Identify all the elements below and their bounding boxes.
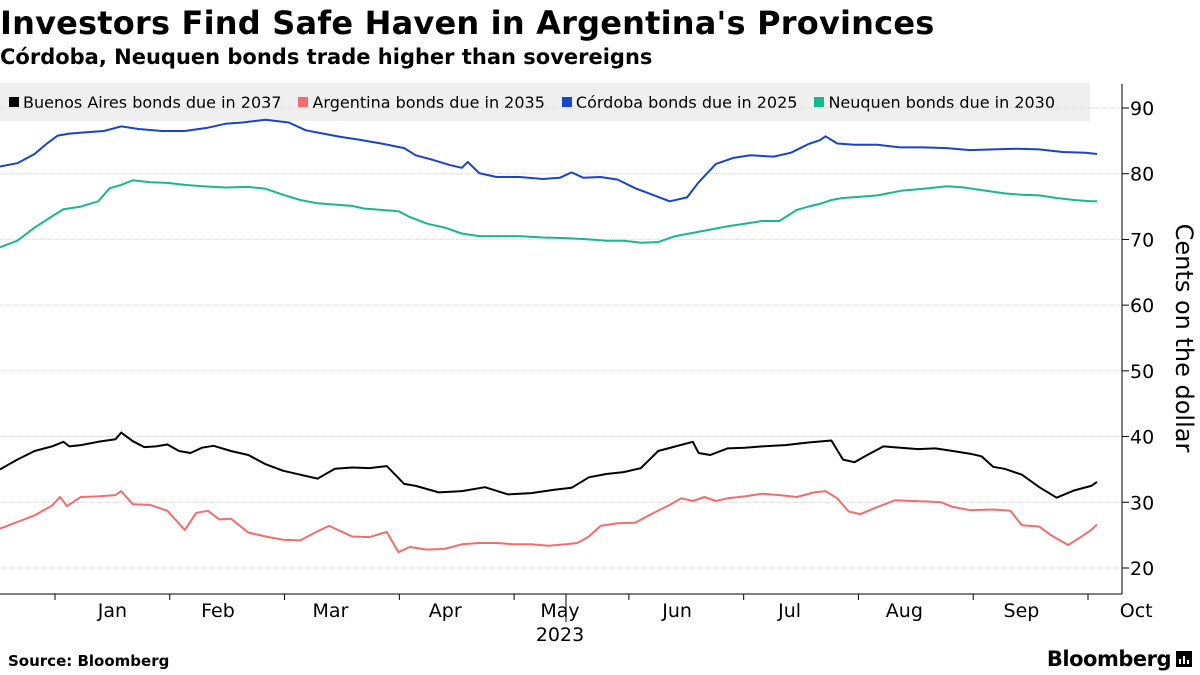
y-tick-label: 50 — [1130, 361, 1154, 383]
series-line — [0, 431, 1098, 499]
legend-swatch — [9, 97, 19, 107]
y-tick-label: 40 — [1130, 427, 1154, 449]
bloomberg-logo: Bloomberg — [1047, 647, 1192, 671]
x-tick-label: Mar — [313, 600, 349, 622]
y-tick-label: 30 — [1130, 492, 1154, 514]
legend-label: Argentina bonds due in 2035 — [312, 92, 545, 112]
legend-item: Neuquen bonds due in 2030 — [814, 93, 1055, 112]
y-axis-title: Cents on the dollar — [1170, 224, 1198, 453]
series-lines — [0, 118, 1098, 554]
x-tick-label: Aug — [886, 600, 923, 622]
x-tick-label: Feb — [201, 600, 235, 622]
x-tick-label: Jun — [661, 600, 692, 622]
y-tick-label: 20 — [1130, 558, 1154, 580]
y-tick-label: 90 — [1130, 98, 1154, 120]
series-line — [0, 118, 1098, 203]
chart-title: Investors Find Safe Haven in Argentina's… — [0, 4, 935, 42]
legend-swatch — [561, 97, 572, 107]
source-note: Source: Bloomberg — [8, 652, 170, 670]
legend-item: Argentina bonds due in 2035 — [298, 92, 545, 112]
chart-subtitle: Córdoba, Neuquen bonds trade higher than… — [0, 45, 653, 69]
legend-label: Córdoba bonds due in 2025 — [575, 92, 798, 112]
brand-name: Bloomberg — [1046, 647, 1172, 671]
x-tick-label: May — [540, 600, 579, 622]
x-year-label: 2023 — [536, 624, 584, 646]
legend-swatch — [298, 97, 309, 107]
legend-label: Buenos Aires bonds due in 2037 — [23, 92, 282, 112]
y-tick-label: 60 — [1130, 295, 1154, 317]
x-tick-label: Jan — [97, 600, 127, 622]
legend-swatch — [814, 97, 825, 107]
y-tick-label: 80 — [1130, 164, 1154, 186]
grid-lines — [0, 107, 1120, 569]
legend-item: Córdoba bonds due in 2025 — [561, 92, 798, 112]
series-line — [0, 179, 1097, 249]
chart-legend: Buenos Aires bonds due in 2037 Argentina … — [0, 83, 1090, 121]
bloomberg-chart-icon — [1176, 651, 1192, 667]
series-line — [0, 490, 1098, 554]
axes: 20 30 40 50 60 70 80 90 Jan Feb Mar Apr May Jun Jul Aug… — [0, 84, 1154, 646]
x-tick-label: Jul — [777, 600, 801, 622]
x-tick-label: Oct — [1120, 600, 1153, 622]
x-tick-label: Apr — [429, 600, 462, 622]
x-tick-label: Sep — [1004, 600, 1040, 622]
legend-item: Buenos Aires bonds due in 2037 — [9, 93, 281, 112]
legend-label: Neuquen bonds due in 2030 — [828, 92, 1056, 112]
y-tick-label: 70 — [1130, 229, 1154, 251]
